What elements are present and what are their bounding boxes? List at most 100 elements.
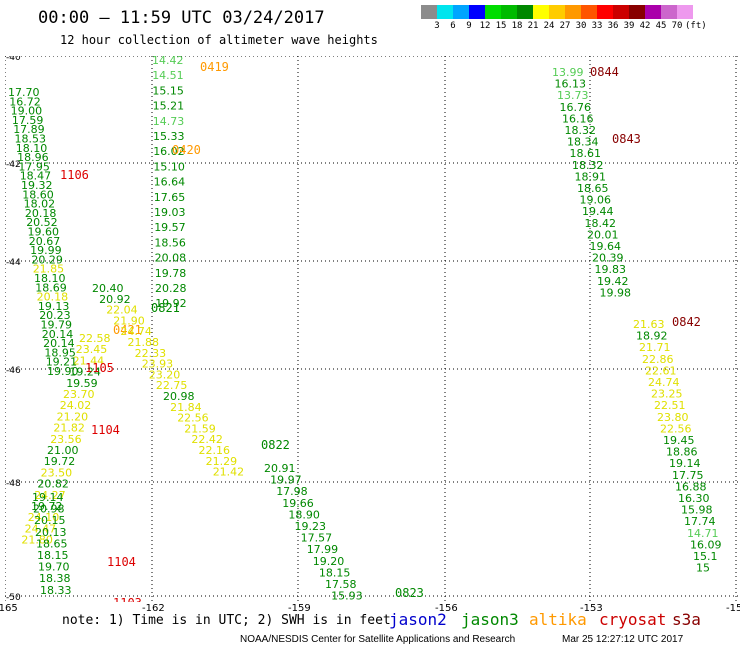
pass-time-label: 0419 (200, 60, 229, 74)
satellite-name: jason2 (389, 610, 447, 629)
units-note: note: 1) Time is in UTC; 2) SWH is in fe… (62, 613, 391, 628)
wave-height-value: 16.09 (690, 538, 722, 551)
wave-height-value: 17.65 (154, 191, 186, 204)
pass-time-label: 1105 (85, 361, 114, 375)
wave-height-value: 23.45 (76, 343, 108, 356)
wave-height-value: 23.20 (149, 368, 181, 381)
wave-height-value: 24.10 (28, 511, 60, 524)
legend-label: 45 (655, 21, 667, 31)
wave-height-map: -40 -42 -44 -46 -48 -50 0419 14.42 14.51 15.15 15.… (5, 56, 740, 602)
wave-height-value: 15.98 (681, 504, 713, 517)
wave-height-value: 20.39 (592, 252, 624, 265)
pass-time-label: 1103 (113, 596, 142, 602)
legend-label: 30 (575, 21, 587, 31)
wave-height-value: 16.76 (560, 101, 592, 114)
legend-label: 18 (511, 21, 523, 31)
wave-height-value: 19.83 (595, 263, 627, 276)
wave-height-value: 16.72 (9, 95, 41, 108)
wave-height-value: 18.91 (575, 170, 607, 183)
wave-height-value: 22.33 (135, 347, 167, 360)
latitude-label: -50 (6, 593, 21, 602)
wave-height-value: 19.00 (11, 105, 42, 118)
longitude-label: -150 (726, 603, 740, 614)
legend-swatch (581, 5, 597, 19)
wave-height-value: 19.44 (582, 205, 614, 218)
wave-height-value: 19.23 (295, 520, 327, 533)
wave-height-value: 19.14 (669, 457, 701, 470)
legend-label: 36 (607, 21, 619, 31)
pass-time-label: 1106 (60, 168, 89, 182)
wave-height-value: 19.13 (38, 300, 70, 313)
pass-time-label: 0821 (151, 301, 180, 315)
wave-height-value: 14.51 (152, 69, 184, 82)
latitude-label: -46 (6, 366, 21, 376)
wave-height-value: 21.29 (206, 455, 238, 468)
wave-height-value: 20.13 (35, 526, 67, 539)
wave-height-value: 19.99 (30, 244, 61, 257)
wave-height-value: 21.59 (184, 422, 216, 435)
wave-height-value: 14.71 (687, 527, 719, 540)
wave-height-value: 19.78 (155, 267, 187, 280)
legend-swatch (661, 5, 677, 19)
legend-swatch (645, 5, 661, 19)
pass-time-label: 0843 (612, 132, 641, 146)
wave-height-value: 19.32 (21, 179, 53, 192)
legend-label: 15 (495, 21, 507, 31)
wave-height-value: 17.74 (684, 515, 716, 528)
wave-height-value: 24.74 (120, 325, 151, 338)
wave-height-value: 19.03 (154, 206, 186, 219)
wave-height-value: 19.06 (580, 194, 612, 207)
wave-height-value: 18.32 (565, 124, 597, 137)
wave-height-value: 19.98 (600, 286, 632, 299)
wave-height-value: 15.1 (693, 550, 718, 563)
legend-swatch (613, 5, 629, 19)
wave-height-value: 20.91 (264, 462, 296, 475)
wave-height-value: 21.84 (170, 401, 202, 414)
wave-height-value: 22.51 (654, 399, 686, 412)
wave-height-value: 17.99 (307, 543, 339, 556)
wave-height-value: 18.02 (24, 198, 55, 211)
wave-height-value: 19.66 (282, 497, 314, 510)
wave-height-value: 16.16 (562, 112, 594, 125)
wave-height-value: 20.40 (92, 282, 124, 295)
longitude-label: -156 (435, 603, 458, 614)
wave-height-value: 17.95 (18, 160, 50, 173)
wave-height-value: 17.98 (276, 485, 308, 498)
wave-height-value: 16.02 (153, 145, 185, 158)
satellite-name: altika (529, 610, 587, 629)
wave-height-value: 22.86 (642, 353, 674, 366)
wave-height-value: 22.75 (156, 379, 188, 392)
wave-height-value: 18.34 (567, 136, 599, 149)
pass-time-label: 0842 (672, 315, 701, 329)
wave-height-value: 20.01 (587, 228, 619, 241)
wave-height-value: 13.99 (552, 66, 584, 79)
wave-height-value: 15.21 (153, 100, 185, 113)
wave-height-value: 20.98 (163, 390, 195, 403)
wave-height-value: 18.92 (636, 330, 668, 343)
legend-swatch (549, 5, 565, 19)
legend-label: 3 (434, 21, 440, 31)
wave-height-value: 21.88 (128, 336, 160, 349)
wave-height-value: 16.88 (675, 480, 707, 493)
pass-time-label: 0823 (395, 586, 424, 600)
legend-label: 70 (671, 21, 683, 31)
wave-height-value: 17.59 (12, 114, 44, 127)
wave-height-value: 19.21 (46, 356, 77, 369)
legend-swatch (597, 5, 613, 19)
legend-label: 39 (623, 21, 635, 31)
pass-time-label: 1104 (107, 555, 136, 569)
wave-height-value: 22.56 (660, 422, 692, 435)
pass-time-label: 0421 (113, 323, 142, 337)
wave-height-value: 18.90 (288, 508, 320, 521)
wave-height-value: 17.75 (672, 469, 704, 482)
legend-swatch (677, 5, 693, 19)
wave-height-value: 18.86 (666, 446, 698, 459)
page-subtitle: 12 hour collection of altimeter wave hei… (60, 33, 378, 47)
wave-height-value: 15.15 (152, 84, 184, 97)
legend-label: 21 (527, 21, 539, 31)
wave-height-value: 19.92 (155, 297, 187, 310)
pass-time-label: 0822 (261, 438, 290, 452)
latitude-label: -48 (6, 479, 21, 489)
satellite-name: s3a (672, 610, 701, 629)
wave-height-value: 23.56 (50, 433, 81, 446)
